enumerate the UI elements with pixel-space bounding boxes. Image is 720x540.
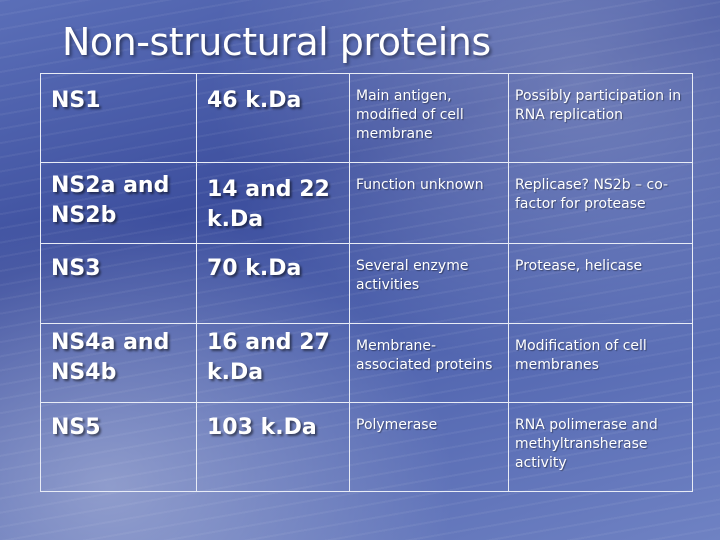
protein-name: NS4a and NS4b: [51, 330, 170, 385]
protein-name-cell: NS2a and NS2b: [40, 162, 197, 244]
description: Function unknown: [356, 177, 484, 193]
protein-name: NS3: [51, 256, 101, 281]
protein-name: NS2a and NS2b: [51, 173, 170, 228]
description-cell: Main antigen, modified of cell membrane: [349, 73, 509, 163]
molecular-mass-cell: 70 k.Da: [196, 243, 350, 324]
description: Several enzyme activities: [356, 258, 469, 293]
table-row: NS2a and NS2b 14 and 22 k.Da Function un…: [40, 162, 693, 244]
function-cell: Protease, helicase: [508, 243, 693, 324]
function-cell: Replicase? NS2b – co-factor for protease: [508, 162, 693, 244]
function-cell: Modification of cell membranes: [508, 323, 693, 403]
function: Possibly participation in RNA replicatio…: [515, 88, 682, 123]
description: Membrane-associated proteins: [356, 338, 493, 373]
table-row: NS4a and NS4b 16 and 27 k.Da Membrane-as…: [40, 323, 693, 403]
description-cell: Membrane-associated proteins: [349, 323, 509, 403]
proteins-table: NS1 46 k.Da Main antigen, modified of ce…: [40, 73, 693, 492]
description-cell: Several enzyme activities: [349, 243, 509, 324]
protein-name-cell: NS1: [40, 73, 197, 163]
molecular-mass-cell: 14 and 22 k.Da: [196, 162, 350, 244]
molecular-mass: 70 k.Da: [207, 256, 302, 281]
protein-name: NS5: [51, 415, 101, 440]
molecular-mass: 103 k.Da: [207, 415, 317, 440]
description-cell: Function unknown: [349, 162, 509, 244]
description-cell: Polymerase: [349, 402, 509, 492]
protein-name-cell: NS3: [40, 243, 197, 324]
protein-name-cell: NS4a and NS4b: [40, 323, 197, 403]
table-row: NS1 46 k.Da Main antigen, modified of ce…: [40, 73, 693, 163]
table-row: NS3 70 k.Da Several enzyme activities Pr…: [40, 243, 693, 324]
table-row: NS5 103 k.Da Polymerase RNA polimerase a…: [40, 402, 693, 492]
protein-name-cell: NS5: [40, 402, 197, 492]
function-cell: RNA polimerase and methyltransherase act…: [508, 402, 693, 492]
function: Replicase? NS2b – co-factor for protease: [515, 177, 669, 212]
molecular-mass-cell: 103 k.Da: [196, 402, 350, 492]
protein-name: NS1: [51, 88, 101, 113]
slide-title: Non-structural proteins: [62, 20, 491, 64]
function: Protease, helicase: [515, 258, 643, 274]
molecular-mass-cell: 16 and 27 k.Da: [196, 323, 350, 403]
molecular-mass-cell: 46 k.Da: [196, 73, 350, 163]
function: Modification of cell membranes: [515, 338, 647, 373]
molecular-mass: 46 k.Da: [207, 88, 302, 113]
function-cell: Possibly participation in RNA replicatio…: [508, 73, 693, 163]
molecular-mass: 16 and 27 k.Da: [207, 330, 330, 385]
function: RNA polimerase and methyltransherase act…: [515, 417, 658, 471]
description: Main antigen, modified of cell membrane: [356, 88, 464, 142]
molecular-mass: 14 and 22 k.Da: [207, 177, 330, 232]
description: Polymerase: [356, 417, 438, 433]
